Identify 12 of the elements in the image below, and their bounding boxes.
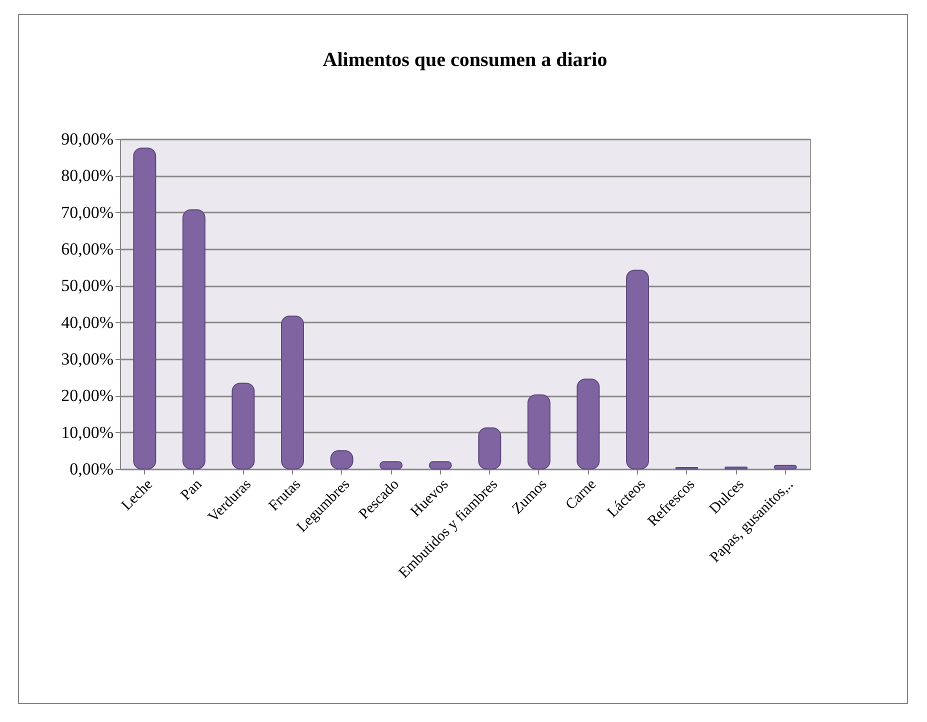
- x-tick-label: Pan: [178, 476, 206, 504]
- y-tick-label: 90,00%: [61, 130, 114, 148]
- y-tick-label: 60,00%: [61, 240, 114, 258]
- chart-title: Alimentos que consumen a diario: [322, 49, 608, 71]
- y-tick-label: 70,00%: [61, 202, 114, 222]
- y-tick-label: 40,00%: [61, 312, 114, 332]
- y-tick-label: 30,00%: [61, 350, 114, 368]
- y-tick-label: 10,00%: [61, 422, 114, 442]
- y-tick-label: 80,00%: [61, 166, 114, 186]
- y-tick-label: 50,00%: [61, 276, 114, 296]
- y-tick-label: 0,00%: [70, 460, 114, 478]
- y-tick-label: 20,00%: [61, 386, 114, 406]
